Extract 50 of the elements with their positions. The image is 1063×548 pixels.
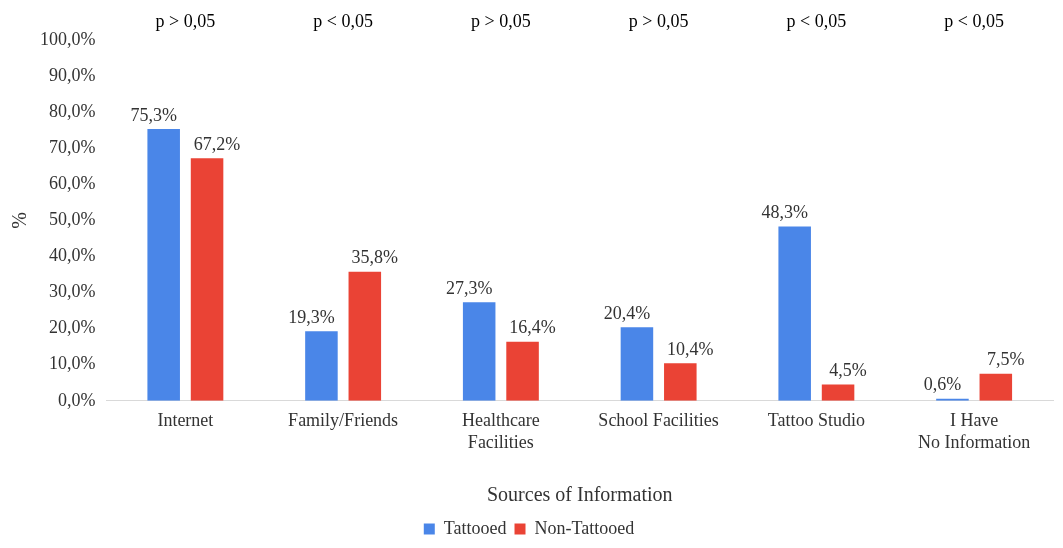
bar [979, 373, 1013, 401]
y-tick-label: 80,0% [48, 100, 96, 121]
x-tick-label: Tattoo Studio [767, 410, 865, 431]
bar [778, 226, 811, 401]
x-tick-label: School Facilities [598, 410, 719, 431]
bar [821, 384, 855, 401]
data-label: 20,4% [603, 302, 651, 323]
y-tick-label: 20,0% [48, 317, 96, 338]
data-label: 16,4% [509, 317, 556, 338]
data-label: 4,5% [829, 360, 867, 381]
x-tick-label: Internet [157, 410, 214, 431]
y-axis-title: % [8, 212, 31, 229]
data-label: 7,5% [987, 349, 1025, 370]
text: p < 0,05 [313, 10, 373, 31]
data-label: 27,3% [445, 278, 493, 299]
legend-label: Tattooed [443, 517, 507, 538]
y-tick-label: 40,0% [48, 245, 96, 266]
legend-label: Non-Tattooed [534, 517, 635, 538]
y-tick-label: 30,0% [48, 281, 96, 302]
y-tick-label: 50,0% [48, 209, 96, 230]
bar [462, 302, 496, 401]
y-tick-label: 90,0% [48, 64, 96, 85]
bar [305, 331, 338, 401]
y-tick-label: 100,0% [39, 28, 96, 49]
y-tick-label: 10,0% [48, 353, 96, 374]
x-tick-label: I Have No Information [917, 410, 1031, 452]
text: p > 0,05 [471, 10, 531, 31]
bar [147, 129, 180, 401]
data-label: 75,3% [130, 104, 177, 125]
text: p < 0,05 [944, 10, 1004, 31]
x-tick-label: Healthcare Facilities [461, 410, 540, 452]
text: p < 0,05 [786, 10, 847, 31]
y-tick-label: 70,0% [48, 136, 96, 157]
y-tick-label: 60,0% [48, 173, 96, 194]
bar [620, 327, 654, 401]
data-label: 35,8% [351, 247, 399, 268]
text: p > 0,05 [628, 10, 689, 31]
data-label: 48,3% [761, 202, 808, 223]
bar [348, 271, 382, 401]
data-label: 10,4% [667, 339, 714, 360]
bar [664, 363, 697, 401]
x-tick-label: Family/Friends [288, 410, 399, 431]
data-label: 19,3% [288, 306, 335, 327]
y-tick-label: 0,0% [57, 389, 96, 410]
bar [506, 341, 539, 401]
x-axis-title: Sources of Information [486, 483, 673, 506]
text: p > 0,05 [155, 10, 216, 31]
data-label: 67,2% [193, 134, 241, 155]
bar [190, 158, 224, 401]
data-label: 0,6% [923, 374, 962, 395]
